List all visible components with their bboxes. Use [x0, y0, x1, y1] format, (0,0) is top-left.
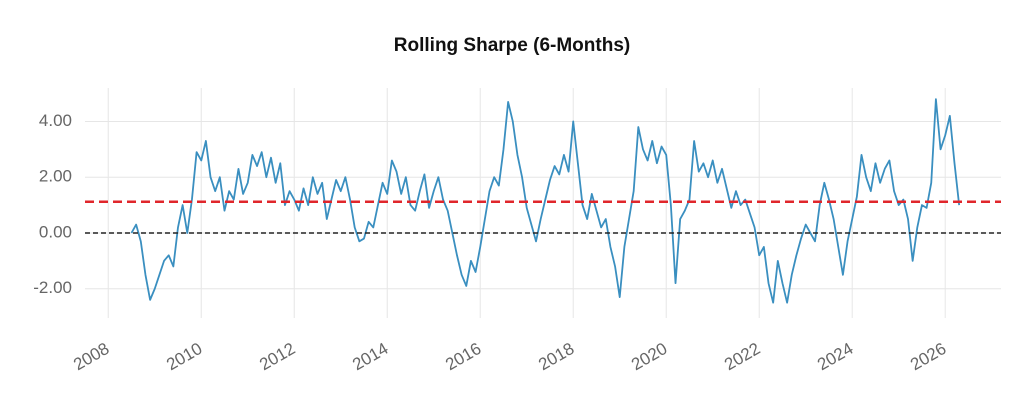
x-tick-label: 2010 — [163, 339, 205, 374]
y-tick-label: 2.00 — [39, 167, 72, 186]
series-line — [130, 98, 961, 304]
chart-title: Rolling Sharpe (6-Months) — [394, 35, 630, 56]
x-tick-label: 2016 — [442, 339, 484, 374]
y-tick-label: 0.00 — [39, 222, 72, 241]
x-tick-label: 2022 — [721, 339, 763, 374]
y-tick-label: -2.00 — [33, 278, 72, 297]
x-tick-label: 2008 — [70, 339, 112, 374]
x-tick-label: 2026 — [907, 339, 949, 374]
x-tick-label: 2012 — [256, 339, 298, 374]
y-tick-label: 4.00 — [39, 111, 72, 130]
x-tick-label: 2024 — [814, 339, 856, 374]
x-tick-label: 2014 — [349, 339, 391, 374]
x-tick-label: 2018 — [535, 339, 577, 374]
x-tick-label: 2020 — [628, 339, 670, 374]
